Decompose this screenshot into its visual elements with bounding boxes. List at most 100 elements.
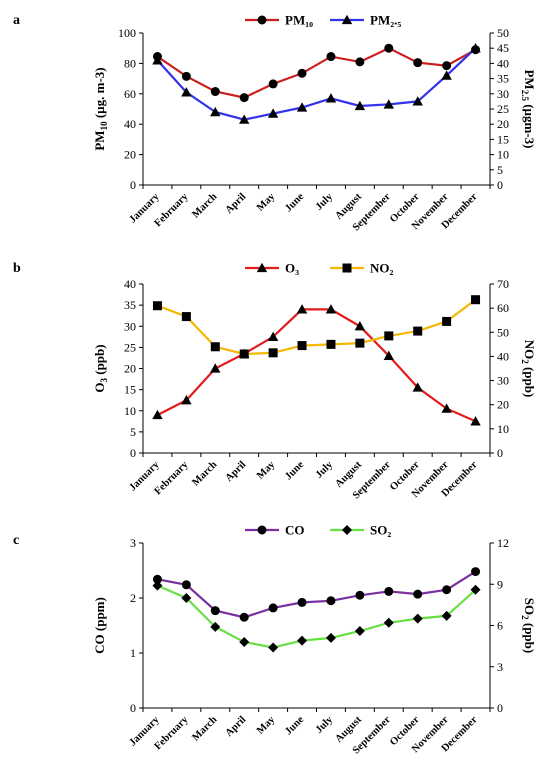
x-tick-label: June	[283, 191, 306, 214]
x-tick-label: April	[224, 459, 249, 484]
legend-marker	[342, 525, 352, 535]
data-point	[267, 331, 279, 341]
axis-title: PM10 (µg. m-3)	[92, 67, 109, 150]
y-left-tick-label: 100	[118, 26, 136, 40]
legend-label: PM₂.₅	[370, 13, 401, 28]
data-point	[181, 87, 192, 97]
x-tick-label: May	[255, 459, 278, 482]
data-point	[210, 606, 220, 616]
axis-title: CO (ppm)	[92, 597, 107, 654]
data-point	[354, 100, 366, 111]
data-point	[471, 295, 481, 305]
y-right-tick-label: 25	[497, 102, 509, 116]
legend-marker	[256, 262, 268, 273]
data-point	[297, 341, 307, 351]
legend-marker	[257, 15, 267, 25]
data-point	[152, 301, 162, 311]
data-point	[326, 339, 336, 349]
legend-label: NO₂	[370, 261, 394, 276]
x-tick-label: June	[283, 714, 306, 737]
series-line	[157, 584, 477, 649]
y-left-tick-label: 15	[124, 383, 136, 397]
data-point	[384, 331, 394, 341]
y-right-tick-label: 45	[497, 41, 509, 55]
data-point	[152, 409, 163, 420]
data-point	[239, 114, 250, 124]
data-point	[181, 71, 191, 81]
y-left-tick-label: 60	[124, 87, 136, 101]
x-tick-label: July	[314, 714, 336, 736]
y-left-tick-label: 35	[124, 298, 136, 312]
legend-label: SO₂	[370, 523, 391, 538]
data-point	[268, 348, 278, 358]
y-right-tick-label: 40	[497, 349, 509, 363]
panel-label: b	[13, 261, 21, 276]
data-point	[239, 93, 249, 103]
axis-title: O3 (ppb)	[92, 344, 109, 392]
data-point	[325, 632, 336, 643]
data-point	[210, 363, 221, 373]
data-point	[412, 382, 423, 392]
y-right-tick-label: 30	[497, 374, 509, 388]
data-point	[413, 589, 423, 599]
y-right-tick-label: 35	[497, 72, 509, 86]
y-right-tick-label: 5	[497, 163, 503, 177]
data-point	[152, 55, 163, 65]
legend-marker	[342, 263, 352, 273]
y-right-tick-label: 20	[497, 398, 509, 412]
data-point	[355, 57, 365, 67]
data-point	[268, 603, 278, 613]
data-point	[355, 590, 365, 600]
data-point	[384, 43, 394, 53]
x-tick-label: April	[224, 714, 249, 739]
x-tick-label: May	[255, 191, 278, 214]
y-left-tick-label: 30	[124, 319, 136, 333]
series-line	[157, 298, 477, 356]
data-point	[354, 321, 366, 331]
data-point	[152, 574, 162, 584]
y-right-tick-label: 60	[497, 301, 509, 315]
data-point	[297, 68, 307, 78]
y-left-tick-label: 3	[130, 536, 136, 550]
y-right-tick-label: 70	[497, 277, 509, 291]
y-right-tick-label: 12	[497, 536, 509, 550]
data-point	[413, 58, 423, 68]
data-point	[442, 61, 452, 71]
y-left-tick-label: 20	[124, 362, 136, 376]
y-left-tick-label: 10	[124, 404, 136, 418]
y-right-tick-label: 10	[497, 148, 509, 162]
data-point	[325, 93, 337, 103]
data-point	[210, 87, 220, 97]
data-point	[181, 580, 191, 590]
data-point	[210, 342, 220, 352]
data-point	[181, 394, 192, 405]
data-point	[267, 108, 279, 118]
legend-label: CO	[285, 523, 305, 538]
series-line	[156, 308, 476, 423]
y-left-tick-label: 1	[130, 646, 136, 660]
data-point	[296, 102, 308, 112]
y-right-tick-label: 9	[497, 577, 503, 591]
y-left-tick-label: 80	[124, 56, 136, 70]
data-point	[413, 326, 423, 336]
data-point	[383, 350, 394, 360]
axis-title: PM2.5 (µgm-3)	[520, 69, 537, 148]
y-right-tick-label: 0	[497, 701, 503, 715]
y-left-tick-label: 0	[130, 178, 136, 192]
data-point	[210, 106, 221, 117]
y-left-tick-label: 40	[124, 117, 136, 131]
data-point	[412, 96, 423, 106]
x-tick-label: March	[190, 714, 219, 743]
y-right-tick-label: 40	[497, 56, 509, 70]
y-left-tick-label: 20	[124, 148, 136, 162]
data-point	[442, 316, 452, 326]
y-left-tick-label: 0	[130, 446, 136, 460]
data-point	[181, 593, 192, 603]
data-point	[354, 626, 365, 636]
data-point	[152, 580, 163, 591]
data-point	[470, 416, 481, 426]
data-point	[471, 567, 481, 577]
x-tick-label: July	[314, 459, 336, 481]
data-point	[239, 349, 249, 359]
